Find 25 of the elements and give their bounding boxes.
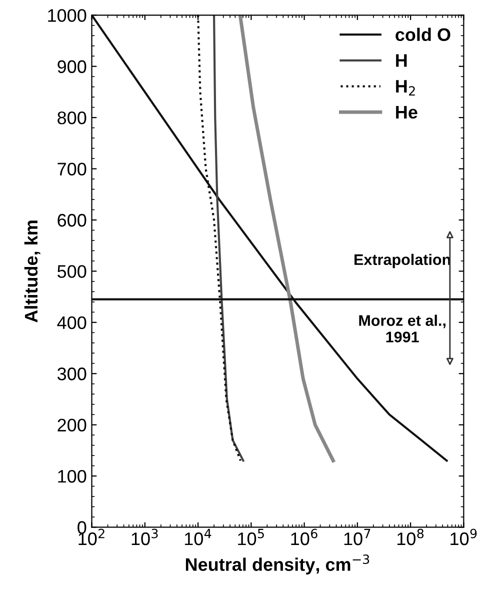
x-tick-label: 10$^{4}$	[184, 528, 212, 546]
x-tick-label: 10$^{7}$	[344, 528, 370, 546]
x-tick-label: 10$^{6}$	[291, 528, 318, 546]
y-tick-label: 900	[58, 60, 86, 74]
y-tick-label: 400	[57, 316, 86, 330]
y-tick-label: 300	[57, 368, 86, 380]
y-tick-label: 600	[58, 214, 86, 227]
legend-label: H	[396, 54, 407, 67]
annotation: Moroz et al., 1991	[359, 314, 446, 342]
annotation: Extrapolation	[354, 254, 450, 268]
y-tick-label: 500	[58, 265, 86, 278]
y-tick-label: 200	[58, 418, 86, 432]
y-tick-label: 700	[58, 162, 86, 176]
y-tick-label: 800	[58, 112, 86, 124]
x-axis-title: Neutral density, cm$^{−3}$	[186, 554, 370, 575]
y-tick-label: 100	[58, 470, 86, 483]
legend-label: cold O	[396, 28, 450, 42]
x-tick-label: 10$^{3}$	[132, 528, 158, 546]
y-tick-label: 1000	[48, 9, 86, 22]
y-axis-title: Altitude, km	[24, 220, 40, 322]
legend-label: He	[396, 106, 418, 119]
x-tick-label: 10$^{8}$	[397, 528, 424, 546]
legend-label: H$_{2}$	[396, 80, 415, 96]
x-tick-label: 10$^{5}$	[238, 528, 264, 546]
x-tick-label: 10$^{9}$	[450, 528, 477, 546]
